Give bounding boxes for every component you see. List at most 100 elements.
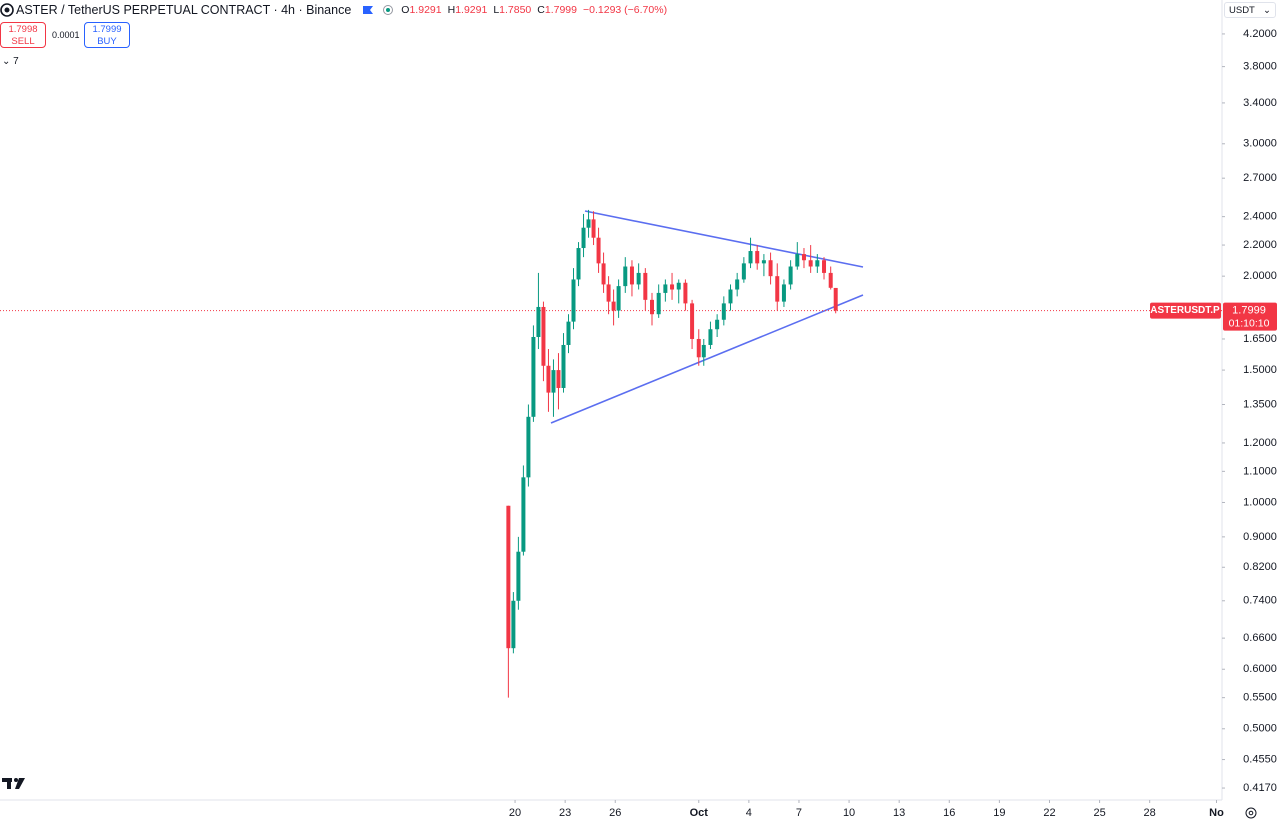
candle-body: [663, 284, 668, 293]
y-tick-label: 4.2000: [1243, 28, 1277, 40]
currency-select[interactable]: USDT ⌄: [1224, 2, 1276, 18]
ohlc-value: 1.7850: [499, 4, 532, 16]
candle-body: [715, 319, 720, 330]
x-tick-label: 22: [1043, 807, 1055, 819]
ohlc-value: 1.9291: [409, 4, 442, 16]
y-tick-label: 2.2000: [1243, 239, 1277, 251]
flag-icon[interactable]: [361, 4, 375, 16]
candle-body: [581, 227, 586, 249]
symbol-tag-label: ASTERUSDT.P: [1150, 305, 1220, 316]
legend: ASTER / TetherUS PERPETUAL CONTRACT · 4h…: [0, 2, 667, 18]
symbol-logo: [0, 3, 14, 17]
candle-body: [591, 219, 596, 238]
candle-body: [561, 344, 566, 388]
x-tick-label: 25: [1093, 807, 1105, 819]
x-tick-label: 16: [943, 807, 955, 819]
sell-button[interactable]: 1.7998 SELL: [0, 22, 46, 48]
price-tag-value: 1.7999: [1232, 304, 1266, 316]
y-tick-label: 3.4000: [1243, 97, 1277, 109]
candle-body: [795, 254, 800, 267]
candle-body: [728, 289, 733, 304]
settings-icon[interactable]: [1245, 807, 1257, 819]
candle-body: [768, 260, 773, 277]
x-tick-label: 13: [893, 807, 905, 819]
y-tick-label: 0.5500: [1243, 692, 1277, 704]
x-tick-label: 7: [796, 807, 802, 819]
candle-body: [636, 272, 641, 285]
y-tick-label: 0.6600: [1243, 632, 1277, 644]
buy-price: 1.7999: [92, 24, 122, 35]
candle-body: [701, 344, 706, 358]
candle-body: [606, 284, 611, 302]
candle-body: [629, 266, 634, 285]
y-tick-label: 1.3500: [1243, 398, 1277, 410]
x-tick-label: 19: [993, 807, 1005, 819]
y-tick-label: 0.8200: [1243, 561, 1277, 573]
candle-body: [828, 272, 833, 288]
candle-body: [748, 251, 753, 264]
sell-label: SELL: [11, 36, 35, 47]
candle-body: [815, 260, 820, 267]
ohlc-item: H1.9291: [448, 4, 488, 16]
price-tag-countdown: 01:10:10: [1229, 317, 1270, 329]
ohlc-key: C: [537, 4, 545, 16]
candle-body: [536, 306, 541, 338]
buy-button[interactable]: 1.7999 BUY: [84, 22, 130, 48]
candle-body: [516, 551, 521, 601]
candle-body: [833, 287, 838, 311]
currency: USDT: [1229, 5, 1255, 16]
candle-body: [576, 248, 581, 280]
candle-body: [526, 416, 531, 478]
status-icon: [383, 5, 394, 15]
candle-body: [571, 279, 576, 322]
x-tick-label: 23: [559, 807, 571, 819]
trend-line-lower: [550, 294, 864, 424]
candle-body: [596, 237, 601, 264]
spread: 0.0001: [52, 30, 80, 40]
indicators-count: 7: [13, 56, 19, 67]
indicators-toggle[interactable]: ⌄ 7: [2, 56, 19, 67]
candle-body: [506, 505, 511, 649]
logo: [2, 778, 25, 789]
x-tick-label: 28: [1144, 807, 1156, 819]
ohlc-item: O1.9291: [401, 4, 441, 16]
x-tick-label: 4: [746, 807, 752, 819]
x-tick-label: No: [1209, 807, 1224, 819]
x-tick-label: 20: [509, 807, 521, 819]
candle-body: [788, 266, 793, 285]
x-tick-label: 26: [609, 807, 621, 819]
candle-body: [656, 292, 661, 315]
candle-body: [601, 263, 606, 285]
ohlc-key: O: [401, 4, 410, 16]
y-tick-label: 3.0000: [1243, 138, 1277, 150]
ohlc-key: H: [447, 4, 456, 16]
y-tick-label: 1.2000: [1243, 437, 1277, 449]
candle-body: [755, 251, 760, 264]
x-tick-label: 10: [843, 807, 855, 819]
y-tick-label: 0.4170: [1243, 782, 1277, 794]
ohlc-item: C1.7999: [537, 4, 577, 16]
candle-body: [521, 477, 526, 552]
change: −0.1293 (−6.70%): [583, 4, 668, 16]
candle-body: [546, 365, 551, 393]
y-tick-label: 0.5000: [1243, 723, 1277, 735]
candle-body: [670, 284, 675, 290]
candle-body: [541, 306, 546, 366]
buy-label: BUY: [97, 36, 117, 47]
symbol-title: ASTER / TetherUS PERPETUAL CONTRACT · 4h…: [16, 3, 352, 17]
candle-body: [801, 254, 806, 261]
ohlc-item: L1.7850: [493, 4, 531, 16]
candle-body: [676, 282, 681, 290]
ohlc-value: 1.7999: [544, 4, 577, 16]
price-tag: [1223, 302, 1277, 331]
ohlc-value: 1.9291: [455, 4, 488, 16]
x-tick-label: Oct: [690, 807, 709, 819]
candle-body: [616, 286, 621, 311]
y-tick-label: 1.0000: [1243, 496, 1277, 508]
candle-body: [721, 303, 726, 320]
y-tick-label: 1.6500: [1243, 333, 1277, 345]
candle-body: [696, 338, 701, 358]
candle-body: [741, 263, 746, 280]
